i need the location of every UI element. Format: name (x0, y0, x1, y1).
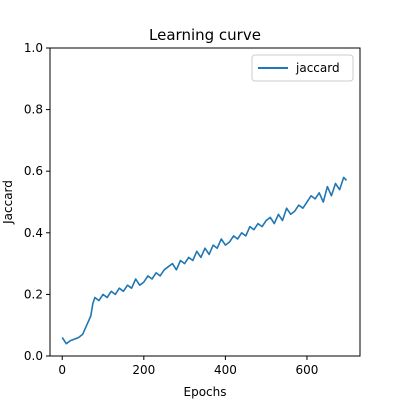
y-tick-label: 0.6 (24, 164, 43, 178)
x-tick-label: 0 (58, 363, 66, 377)
y-axis-ticks: 0.0 0.2 0.4 0.6 0.8 1.0 (24, 41, 50, 363)
x-tick-label: 400 (214, 363, 237, 377)
y-tick-label: 0.8 (24, 103, 43, 117)
chart-title: Learning curve (149, 26, 261, 44)
y-tick-label: 0.2 (24, 287, 43, 301)
legend-label-jaccard: jaccard (295, 61, 340, 75)
y-tick-label: 0.4 (24, 226, 43, 240)
x-axis-ticks: 0 200 400 600 (58, 356, 318, 377)
x-tick-label: 200 (132, 363, 155, 377)
x-axis-label: Epochs (184, 385, 227, 399)
series-line-jaccard (61, 176, 348, 345)
y-axis-label: Jaccard (1, 180, 15, 225)
plot-area (49, 47, 361, 357)
legend: jaccard (251, 54, 354, 82)
legend-box (251, 54, 354, 82)
x-tick-label: 600 (296, 363, 319, 377)
series-layer (61, 176, 348, 345)
y-tick-label: 1.0 (24, 41, 43, 55)
y-tick-label: 0.0 (24, 349, 43, 363)
plot-frame (49, 47, 361, 357)
